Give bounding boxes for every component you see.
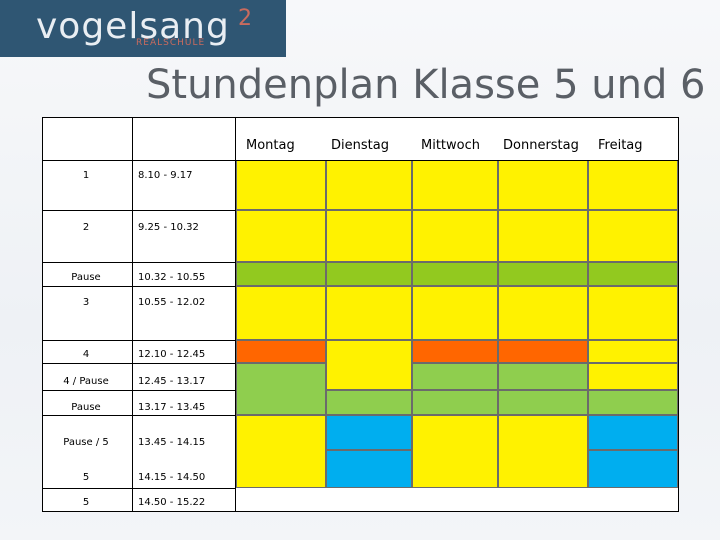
schedule-cell xyxy=(498,415,588,488)
period-time: 14.50 - 15.22 xyxy=(138,497,206,508)
period-label: Pause / 5 xyxy=(63,437,109,448)
logo-superscript: 2 xyxy=(238,6,252,31)
schedule-cell xyxy=(412,160,498,210)
schedule-cell xyxy=(498,286,588,340)
period-label: 4 xyxy=(82,349,90,360)
row-divider xyxy=(42,415,235,416)
period-label: Pause xyxy=(71,272,101,283)
schedule-cell xyxy=(412,286,498,340)
schedule-cell xyxy=(236,286,326,340)
period-label: 4 / Pause xyxy=(63,376,109,387)
schedule-cell xyxy=(412,340,498,363)
schedule-cell xyxy=(412,390,498,415)
schedule-cell xyxy=(326,160,412,210)
schedule-cell xyxy=(588,390,678,415)
header-divider xyxy=(235,160,679,161)
schedule-cell xyxy=(326,262,412,286)
row-divider xyxy=(42,488,235,489)
row-divider xyxy=(42,262,235,263)
schedule-cell xyxy=(412,210,498,262)
schedule-cell xyxy=(326,390,412,415)
schedule-cell xyxy=(412,415,498,488)
period-label: 1 xyxy=(82,170,90,181)
row-divider xyxy=(42,390,235,391)
period-time: 13.17 - 13.45 xyxy=(138,402,206,413)
schedule-cell xyxy=(326,210,412,262)
period-time: 10.32 - 10.55 xyxy=(138,272,206,283)
period-time: 13.45 - 14.15 xyxy=(138,437,206,448)
schedule-cell xyxy=(412,262,498,286)
period-time: 9.25 - 10.32 xyxy=(138,222,199,233)
schedule-cell xyxy=(236,262,326,286)
period-label: 3 xyxy=(82,297,90,308)
schedule-cell xyxy=(588,262,678,286)
row-divider xyxy=(42,363,235,364)
header-dienstag: Dienstag xyxy=(331,138,389,153)
schedule-cell xyxy=(498,160,588,210)
page-title: Stundenplan Klasse 5 und 6 xyxy=(146,62,706,108)
schedule-cell xyxy=(326,450,412,488)
schedule-cell xyxy=(588,415,678,450)
schedule-cell xyxy=(326,415,412,450)
schedule-cell xyxy=(326,286,412,340)
schedule-cell xyxy=(588,340,678,363)
header-freitag: Freitag xyxy=(598,138,643,153)
school-logo: vogelsang 2 REALSCHULE xyxy=(0,0,286,57)
period-time: 12.45 - 13.17 xyxy=(138,376,206,387)
schedule-cell xyxy=(498,262,588,286)
schedule-cell xyxy=(588,210,678,262)
schedule-cell xyxy=(588,286,678,340)
schedule-cell xyxy=(236,415,326,488)
row-divider xyxy=(42,340,235,341)
period-time: 12.10 - 12.45 xyxy=(138,349,206,360)
header-montag: Montag xyxy=(246,138,295,153)
schedule-cell xyxy=(236,160,326,210)
schedule-cell xyxy=(498,363,588,390)
period-time: 14.15 - 14.50 xyxy=(138,472,206,483)
row-divider xyxy=(42,210,235,211)
row-divider xyxy=(42,286,235,287)
schedule-cell xyxy=(498,340,588,363)
period-label: Pause xyxy=(71,402,101,413)
schedule-cell xyxy=(588,450,678,488)
period-label: 5 xyxy=(82,497,90,508)
schedule-cell xyxy=(498,390,588,415)
schedule-cell xyxy=(236,340,326,363)
schedule-cell xyxy=(498,210,588,262)
column-divider xyxy=(132,117,133,512)
logo-subtitle: REALSCHULE xyxy=(136,38,206,48)
row-divider xyxy=(42,160,235,161)
schedule-cell xyxy=(588,160,678,210)
schedule-cell xyxy=(412,363,498,390)
period-time: 8.10 - 9.17 xyxy=(138,170,193,181)
schedule-cell xyxy=(236,210,326,262)
schedule-cell xyxy=(326,340,412,390)
period-label: 2 xyxy=(82,222,90,233)
header-donnerstag: Donnerstag xyxy=(503,138,579,153)
schedule-cell xyxy=(588,363,678,390)
header-mittwoch: Mittwoch xyxy=(421,138,480,153)
schedule-cell xyxy=(236,363,326,415)
period-time: 10.55 - 12.02 xyxy=(138,297,206,308)
logo-wordmark: vogelsang xyxy=(36,6,230,47)
column-divider xyxy=(235,117,236,512)
period-label: 5 xyxy=(82,472,90,483)
